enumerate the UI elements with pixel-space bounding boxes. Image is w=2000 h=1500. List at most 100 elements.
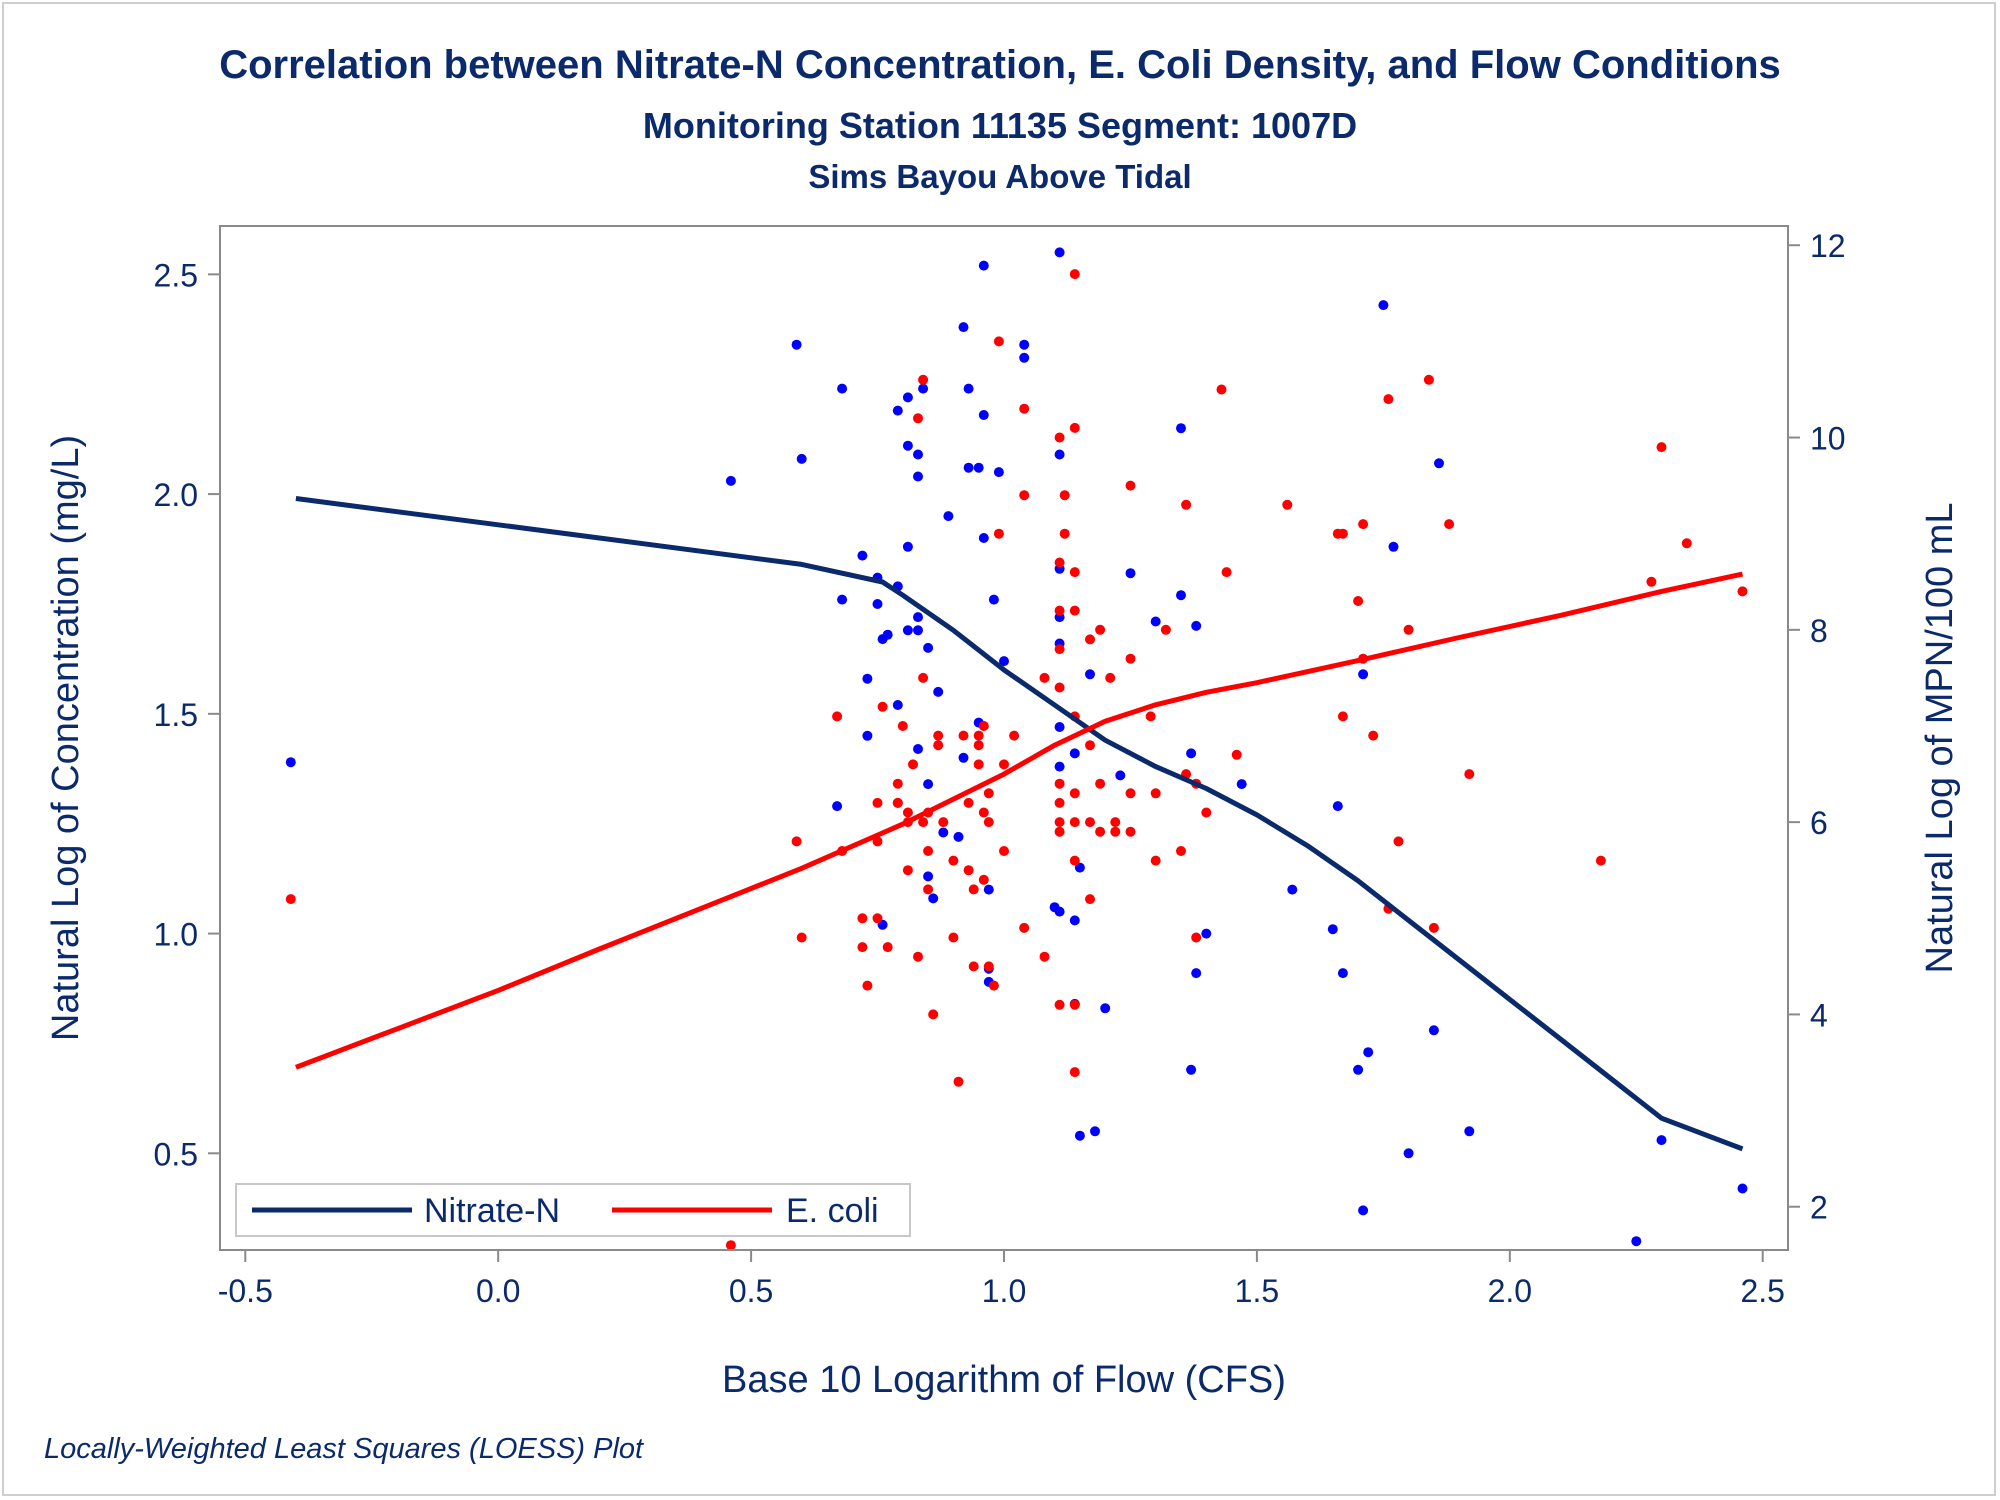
ecoli-point — [973, 740, 984, 751]
y-left-tick-label: 0.5 — [154, 1136, 198, 1172]
ecoli-point — [1019, 922, 1030, 933]
ecoli-point — [1054, 826, 1065, 837]
ecoli-point — [1737, 586, 1748, 597]
ecoli-point — [1125, 826, 1136, 837]
nitrate-point — [1054, 906, 1065, 917]
ecoli-point — [1069, 1067, 1080, 1078]
x-tick-label: 1.5 — [1235, 1273, 1279, 1309]
ecoli-point — [923, 884, 934, 895]
ecoli-point — [725, 1240, 736, 1251]
plot-area-border — [219, 225, 1789, 1251]
ecoli-point — [1085, 740, 1095, 751]
chart-title: Correlation between Nitrate-N Concentrat… — [219, 43, 1781, 87]
ecoli-point — [978, 721, 989, 731]
nitrate-point — [1069, 748, 1080, 759]
ecoli-point — [1656, 442, 1667, 453]
nitrate-point — [978, 410, 989, 420]
ecoli-point — [902, 865, 913, 876]
ecoli-point — [913, 413, 923, 424]
nitrate-point — [1428, 1025, 1439, 1036]
nitrate-point — [928, 893, 939, 904]
nitrate-point — [1332, 801, 1343, 812]
ecoli-point — [948, 855, 959, 866]
ecoli-point — [857, 913, 868, 924]
nitrate-point — [978, 260, 989, 271]
nitrate-point — [892, 700, 903, 710]
nitrate-point — [1054, 722, 1065, 732]
y-right-tick-label: 6 — [1810, 805, 1828, 841]
ecoli-point — [902, 807, 913, 818]
ecoli-point — [1069, 788, 1080, 799]
ecoli-point — [928, 1009, 939, 1020]
ecoli-point — [978, 807, 989, 818]
ecoli-point — [1337, 711, 1348, 722]
nitrate-point — [1125, 568, 1136, 579]
nitrate-point — [902, 541, 913, 552]
y-axis-right-label: Natural Log of MPN/100 mL — [1919, 502, 1961, 973]
y-right-tick-label: 12 — [1810, 228, 1846, 264]
ecoli-point — [1423, 374, 1434, 385]
ecoli-point — [978, 874, 989, 885]
ecoli-point — [953, 1076, 964, 1087]
nitrate-point — [1115, 770, 1126, 781]
plot-marks — [285, 247, 1748, 1251]
ecoli-point — [897, 721, 908, 731]
ecoli-point — [1176, 846, 1186, 856]
ecoli-point — [1181, 499, 1192, 510]
ecoli-point — [1054, 999, 1065, 1010]
ecoli-point — [983, 961, 994, 972]
x-tick-label: -0.5 — [218, 1273, 273, 1309]
footnote: Locally-Weighted Least Squares (LOESS) P… — [44, 1433, 645, 1465]
nitrate-point — [973, 462, 984, 473]
ecoli-point — [1160, 624, 1171, 635]
ecoli-point — [1054, 797, 1065, 808]
x-tick-label: 1.0 — [982, 1273, 1026, 1309]
nitrate-point — [892, 405, 903, 416]
legend-label-ecoli: E. coli — [786, 1192, 879, 1230]
ecoli-point — [832, 711, 843, 722]
nitrate-point — [1337, 968, 1348, 979]
nitrate-point — [902, 625, 913, 636]
nitrate-point — [1074, 862, 1085, 873]
nitrate-point — [902, 392, 913, 403]
nitrate-point — [1019, 339, 1030, 350]
ecoli-point — [1039, 672, 1050, 683]
ecoli-point — [938, 817, 949, 828]
nitrate-loess-line — [295, 496, 1744, 1152]
nitrate-point — [1019, 352, 1030, 363]
ecoli-point — [999, 759, 1009, 770]
nitrate-point — [1100, 1003, 1111, 1014]
ecoli-point — [1110, 826, 1121, 837]
ecoli-point — [933, 730, 944, 741]
ecoli-point — [973, 759, 984, 770]
nitrate-point — [958, 752, 969, 763]
ecoli-point — [993, 336, 1004, 347]
nitrate-point — [882, 629, 893, 640]
ecoli-point — [1150, 788, 1161, 799]
nitrate-point — [923, 642, 934, 653]
ecoli-point — [963, 865, 974, 876]
nitrate-point — [1191, 968, 1202, 979]
nitrate-point — [953, 831, 964, 842]
ecoli-point — [1216, 384, 1227, 395]
x-tick-label: 2.0 — [1488, 1273, 1532, 1309]
ecoli-point — [968, 884, 979, 895]
chart-subtitle: Monitoring Station 11135 Segment: 1007D — [643, 105, 1357, 146]
nitrate-point — [862, 730, 873, 741]
nitrate-point — [913, 625, 923, 636]
ecoli-point — [1069, 605, 1080, 616]
ecoli-point — [1145, 711, 1156, 722]
nitrate-point — [1069, 915, 1080, 926]
nitrate-point — [1434, 458, 1444, 469]
ecoli-point — [1085, 634, 1095, 645]
nitrate-point — [1388, 541, 1399, 552]
nitrate-point — [1287, 884, 1298, 895]
ecoli-point — [1054, 644, 1065, 655]
ecoli-point — [1105, 672, 1116, 683]
nitrate-point — [913, 612, 923, 623]
ecoli-point — [1085, 817, 1095, 828]
ecoli-point — [1069, 817, 1080, 828]
legend: Nitrate-N E. coli — [235, 1183, 911, 1237]
